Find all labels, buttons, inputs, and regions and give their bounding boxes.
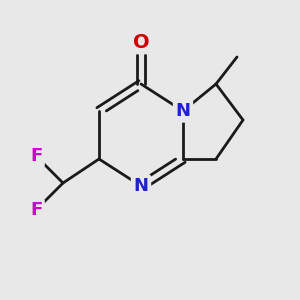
Text: F: F xyxy=(30,147,42,165)
Text: F: F xyxy=(30,201,42,219)
Text: N: N xyxy=(134,177,148,195)
Text: O: O xyxy=(133,32,149,52)
Text: N: N xyxy=(176,102,190,120)
